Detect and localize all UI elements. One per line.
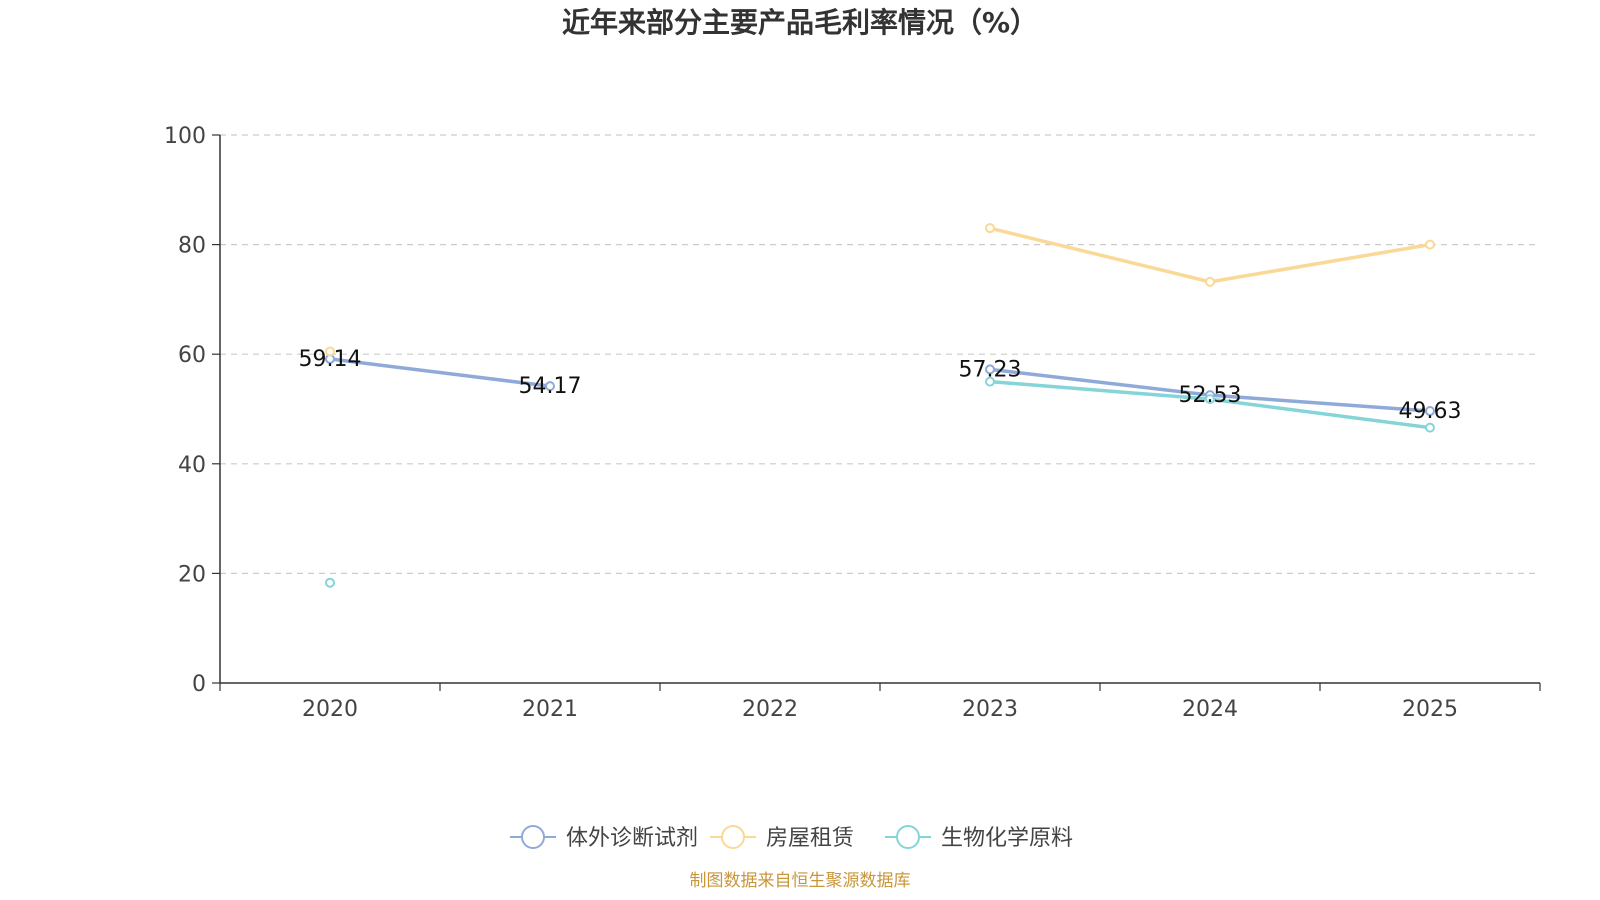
data-label: 59.14 — [299, 347, 362, 372]
legend-item-1[interactable]: 房屋租赁 — [710, 825, 854, 851]
y-tick-label: 40 — [178, 453, 206, 478]
legend[interactable]: 体外诊断试剂 房屋租赁 生物化学原料 — [510, 825, 1073, 851]
series-line — [989, 226, 1431, 284]
axis-layer: 0 20 40 60 80 100 2020 2021 2022 2023 2024 2025 — [164, 124, 1541, 722]
series-line — [329, 357, 551, 388]
x-tick-label: 2025 — [1402, 697, 1458, 722]
data-source-note: 制图数据来自恒生聚源数据库 — [690, 871, 911, 891]
x-tick-label: 2023 — [962, 697, 1018, 722]
legend-circle-icon — [521, 825, 545, 849]
data-point[interactable] — [1425, 239, 1435, 250]
data-point[interactable] — [325, 346, 335, 357]
data-label: 57.23 — [959, 357, 1022, 382]
chart-title: 近年来部分主要产品毛利率情况（%） — [562, 6, 1038, 39]
data-point[interactable] — [545, 381, 555, 392]
data-point[interactable] — [325, 577, 335, 588]
legend-label: 房屋租赁 — [766, 826, 854, 851]
y-tick-label: 20 — [178, 562, 206, 587]
data-point[interactable] — [1425, 422, 1435, 433]
x-tick-label: 2020 — [302, 697, 358, 722]
data-point[interactable] — [985, 376, 995, 387]
y-tick-label: 100 — [164, 124, 206, 149]
data-label-layer: 59.14 54.17 57.23 52.53 49.63 — [299, 347, 1462, 424]
legend-item-0[interactable]: 体外诊断试剂 — [510, 825, 698, 851]
x-tick-label: 2021 — [522, 697, 578, 722]
data-point[interactable] — [1205, 394, 1215, 405]
x-tick-label: 2022 — [742, 697, 798, 722]
y-tick-label: 60 — [178, 343, 206, 368]
legend-circle-icon — [721, 825, 745, 849]
legend-label: 生物化学原料 — [941, 826, 1073, 851]
data-label: 54.17 — [519, 374, 582, 399]
series-1 — [325, 223, 1435, 357]
data-point[interactable] — [985, 223, 995, 234]
data-point[interactable] — [1425, 406, 1435, 417]
x-tick-label: 2024 — [1182, 697, 1238, 722]
series-layer — [325, 223, 1435, 588]
legend-label: 体外诊断试剂 — [566, 826, 698, 851]
grid-layer — [220, 134, 1540, 575]
y-tick-label: 0 — [192, 672, 206, 697]
data-label: 52.53 — [1179, 383, 1242, 408]
legend-circle-icon — [896, 825, 920, 849]
data-label: 49.63 — [1399, 399, 1462, 424]
data-point[interactable] — [985, 364, 995, 375]
y-tick-label: 80 — [178, 234, 206, 259]
series-2 — [325, 376, 1435, 588]
data-point[interactable] — [1205, 276, 1215, 287]
legend-item-2[interactable]: 生物化学原料 — [885, 825, 1073, 851]
